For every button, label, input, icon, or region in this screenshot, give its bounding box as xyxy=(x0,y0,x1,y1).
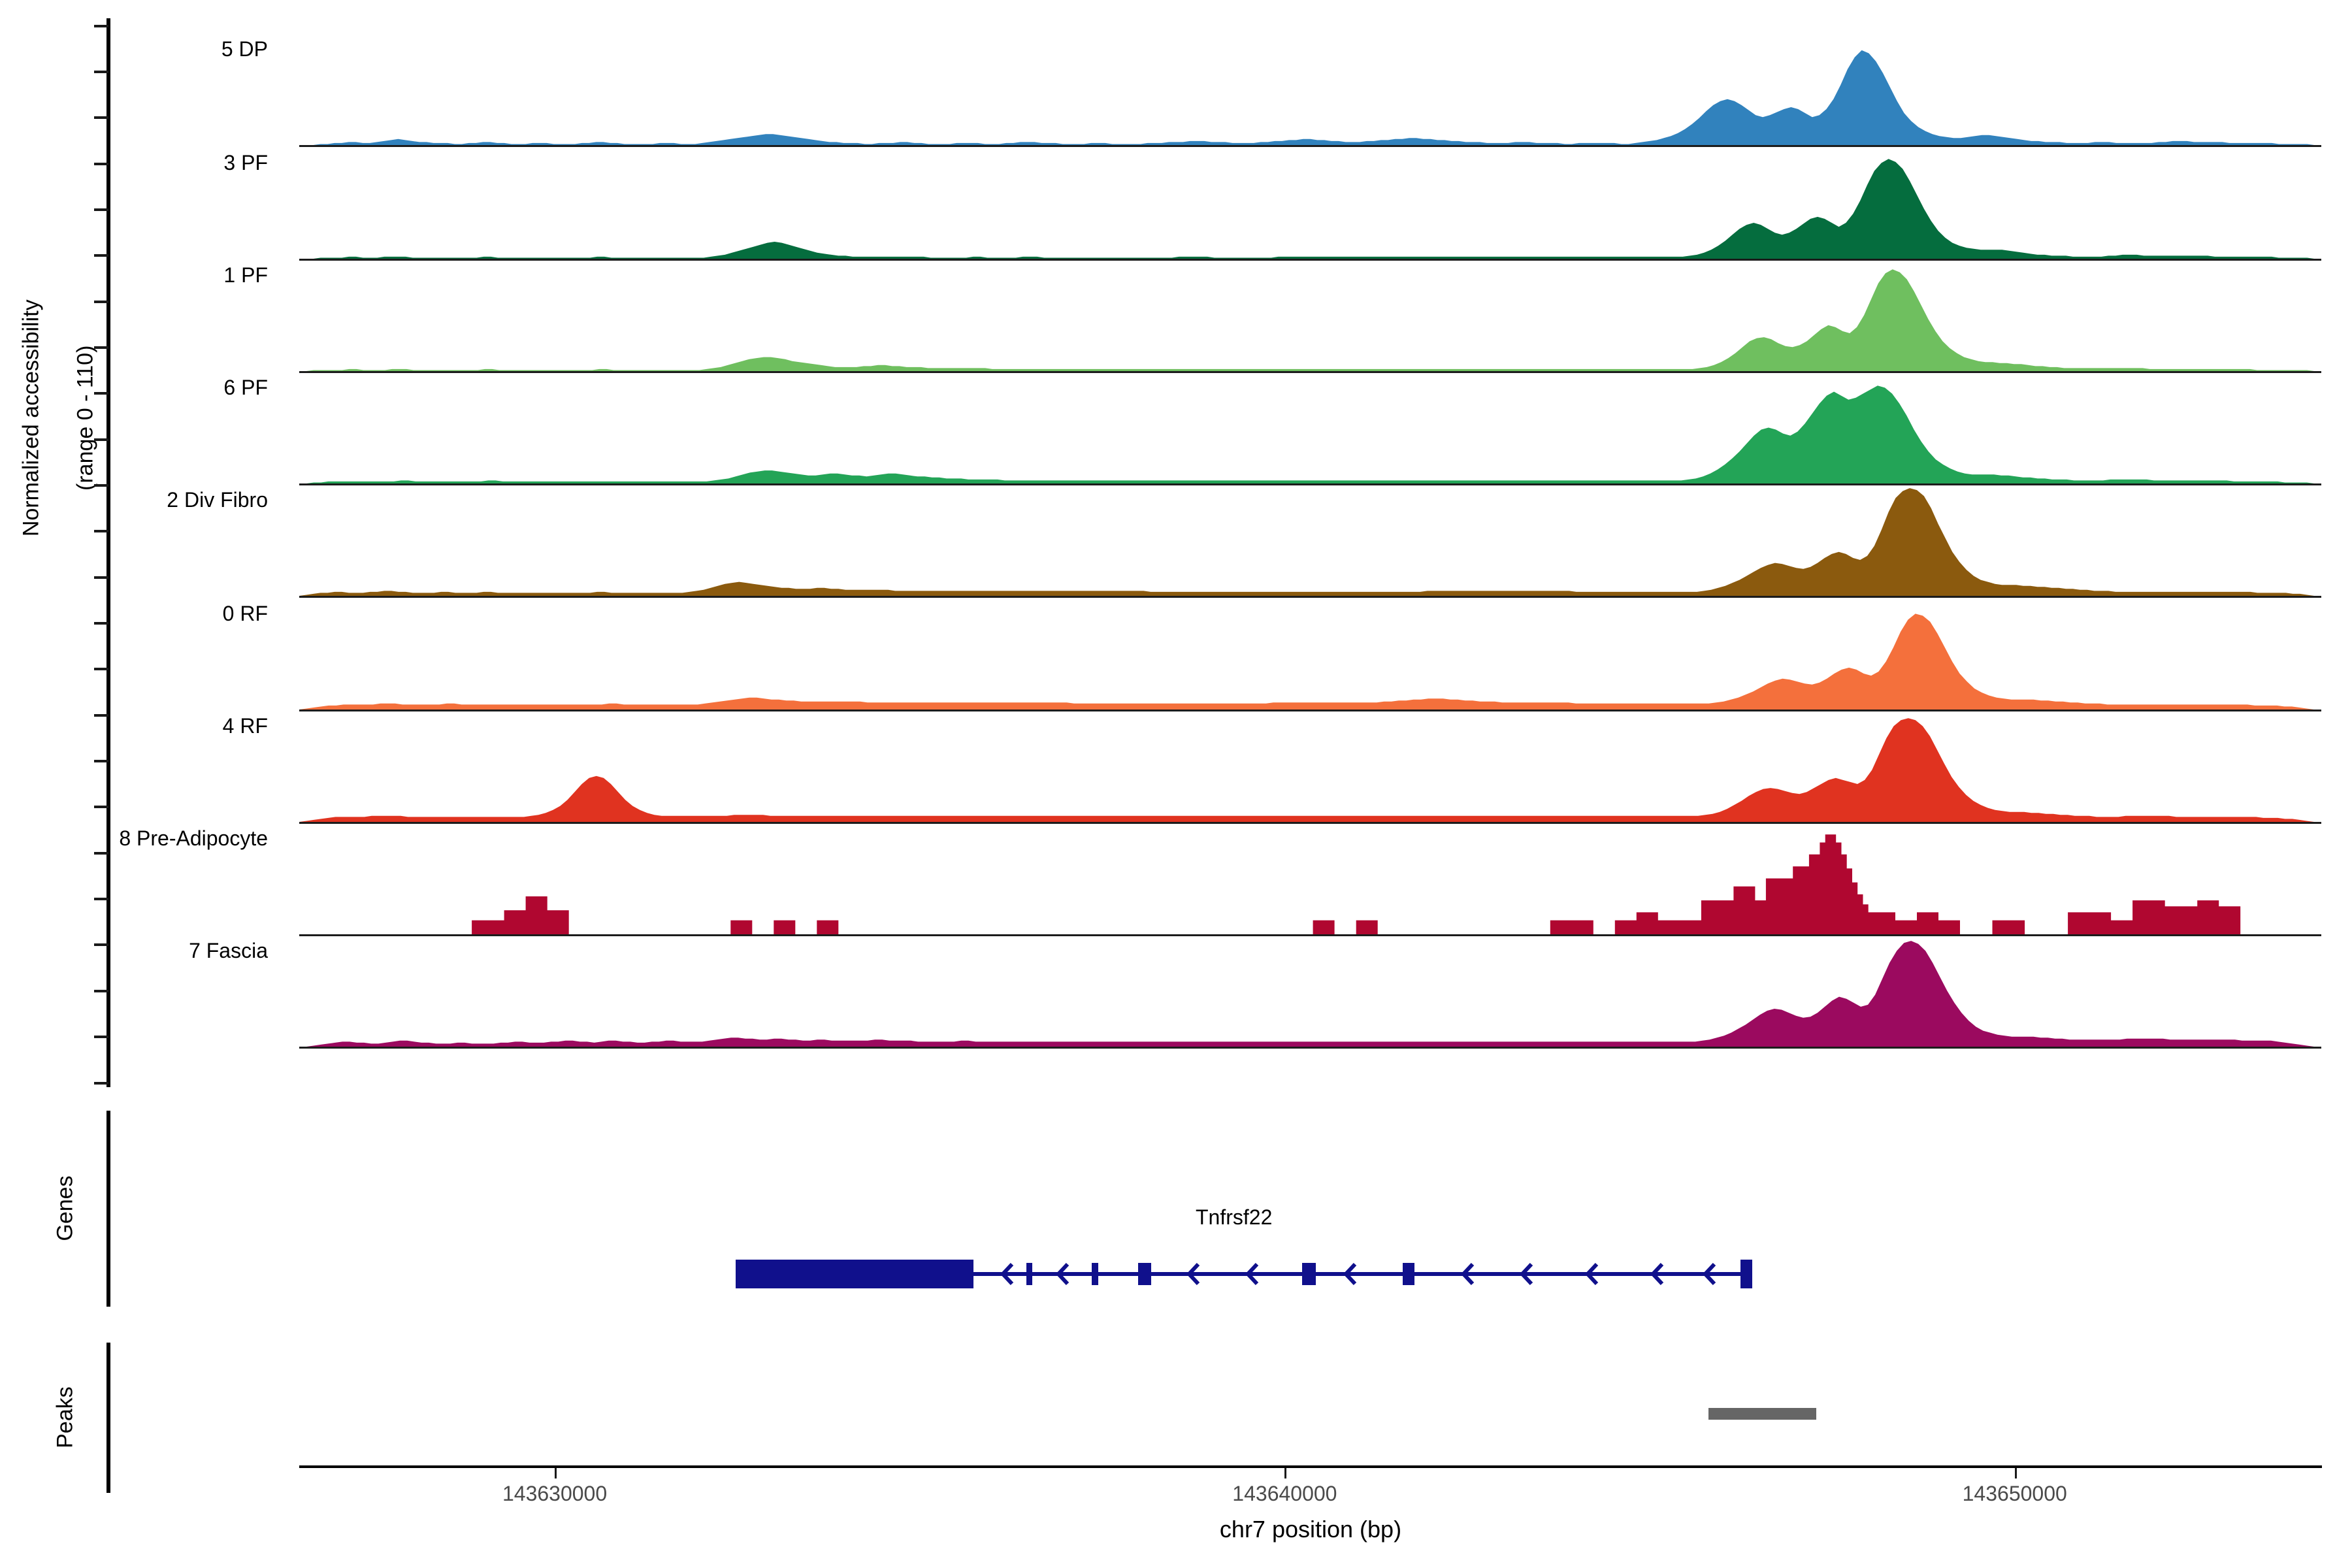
y-axis-tick xyxy=(94,301,108,303)
x-axis-tick-label: 143630000 xyxy=(502,1482,608,1505)
y-axis-tick xyxy=(94,346,108,349)
gene-strand-arrow xyxy=(1055,1262,1070,1286)
x-axis-tick-label: 143640000 xyxy=(1232,1482,1337,1505)
gene-exon-7 xyxy=(1740,1260,1752,1288)
gene-exon-1 xyxy=(736,1260,973,1288)
x-axis-title: chr7 position (bp) xyxy=(1219,1516,1402,1543)
coverage-area-0-rf xyxy=(299,613,2321,710)
x-axis-tick xyxy=(555,1468,557,1478)
track-label-0-rf: 0 RF xyxy=(222,602,268,625)
gene-exon-4 xyxy=(1138,1263,1151,1285)
track-baseline xyxy=(299,710,2321,711)
track-baseline xyxy=(299,822,2321,824)
y-axis-tick xyxy=(94,714,108,717)
y-axis-tick xyxy=(94,1082,108,1085)
gene-exon-2 xyxy=(1026,1263,1032,1285)
y-axis-tick xyxy=(94,806,108,808)
y-axis-tick xyxy=(94,484,108,487)
genes-panel-spine xyxy=(106,1111,110,1307)
coverage-area-5-dp xyxy=(299,50,2321,145)
y-axis-tick xyxy=(94,208,108,211)
track-baseline xyxy=(299,483,2321,485)
track-baseline xyxy=(299,259,2321,261)
track-label-1-pf: 1 PF xyxy=(223,263,268,287)
y-axis-tick xyxy=(94,163,108,165)
gene-strand-arrow xyxy=(1650,1262,1664,1286)
gene-model-svg[interactable] xyxy=(0,1241,2352,1307)
track-label-3-pf: 3 PF xyxy=(223,151,268,174)
track-baseline xyxy=(299,1047,2321,1049)
track-label-6-pf: 6 PF xyxy=(223,376,268,399)
y-axis-tick xyxy=(94,116,108,119)
gene-exon-5 xyxy=(1302,1263,1316,1285)
y-axis-tick xyxy=(94,438,108,441)
coverage-area-2-div-fibro xyxy=(299,488,2321,596)
y-axis-tick xyxy=(94,668,108,670)
y-axis-tick xyxy=(94,576,108,579)
track-label-4-rf: 4 RF xyxy=(222,714,268,738)
gene-strand-arrow xyxy=(1702,1262,1716,1286)
track-label-5-dp: 5 DP xyxy=(221,37,268,61)
gene-exon-3 xyxy=(1092,1263,1098,1285)
coverage-area-8-pre-adipocyte xyxy=(299,834,2321,934)
peaks-panel-spine xyxy=(106,1343,110,1493)
coverage-area-6-pf xyxy=(299,385,2321,483)
x-axis-tick-label: 143650000 xyxy=(1962,1482,2067,1505)
y-axis-tick xyxy=(94,990,108,992)
y-axis-tick xyxy=(94,852,108,855)
gene-model[interactable] xyxy=(0,1241,2352,1307)
gene-strand-arrow xyxy=(1245,1262,1259,1286)
track-baseline xyxy=(299,934,2321,936)
gene-strand-arrow xyxy=(1343,1262,1357,1286)
track-label-8-pre-adipocyte: 8 Pre-Adipocyte xyxy=(119,826,268,850)
coverage-area-7-fascia xyxy=(299,941,2321,1047)
gene-strand-arrow xyxy=(1000,1262,1014,1286)
gene-strand-arrow xyxy=(1519,1262,1533,1286)
y-axis-tick xyxy=(94,254,108,257)
x-axis-tick xyxy=(2014,1468,2017,1478)
track-label-7-fascia: 7 Fascia xyxy=(189,939,268,962)
y-axis-tick xyxy=(94,71,108,73)
track-baseline xyxy=(299,145,2321,147)
y-axis-tick xyxy=(94,943,108,946)
x-axis-spine xyxy=(299,1465,2322,1468)
peaks-panel-label: Peaks xyxy=(52,1386,78,1448)
gene-intron-line xyxy=(736,1272,1752,1276)
y-axis-label-line2: (range 0 - 110) xyxy=(73,345,98,491)
gene-strand-arrow xyxy=(1460,1262,1475,1286)
y-axis-tick xyxy=(94,760,108,762)
track-label-2-div-fibro: 2 Div Fibro xyxy=(167,488,268,512)
coverage-area-3-pf xyxy=(299,159,2321,259)
gene-name-label: Tnfrsf22 xyxy=(1196,1205,1273,1229)
track-baseline xyxy=(299,596,2321,598)
coverage-area-1-pf xyxy=(299,269,2321,371)
y-axis-tick xyxy=(94,25,108,27)
gene-exon-6 xyxy=(1403,1263,1414,1285)
y-axis-tick xyxy=(94,392,108,395)
coverage-panel-spine xyxy=(106,18,110,1087)
gene-strand-arrow xyxy=(1186,1262,1200,1286)
y-axis-tick xyxy=(94,530,108,532)
y-axis-tick xyxy=(94,898,108,900)
gene-strand-arrow xyxy=(1584,1262,1599,1286)
y-axis-tick xyxy=(94,622,108,625)
x-axis-tick xyxy=(1284,1468,1287,1478)
y-axis-tick xyxy=(94,1036,108,1038)
track-baseline xyxy=(299,371,2321,373)
coverage-area-4-rf xyxy=(299,718,2321,822)
peak-bar-1[interactable] xyxy=(1708,1408,1816,1420)
